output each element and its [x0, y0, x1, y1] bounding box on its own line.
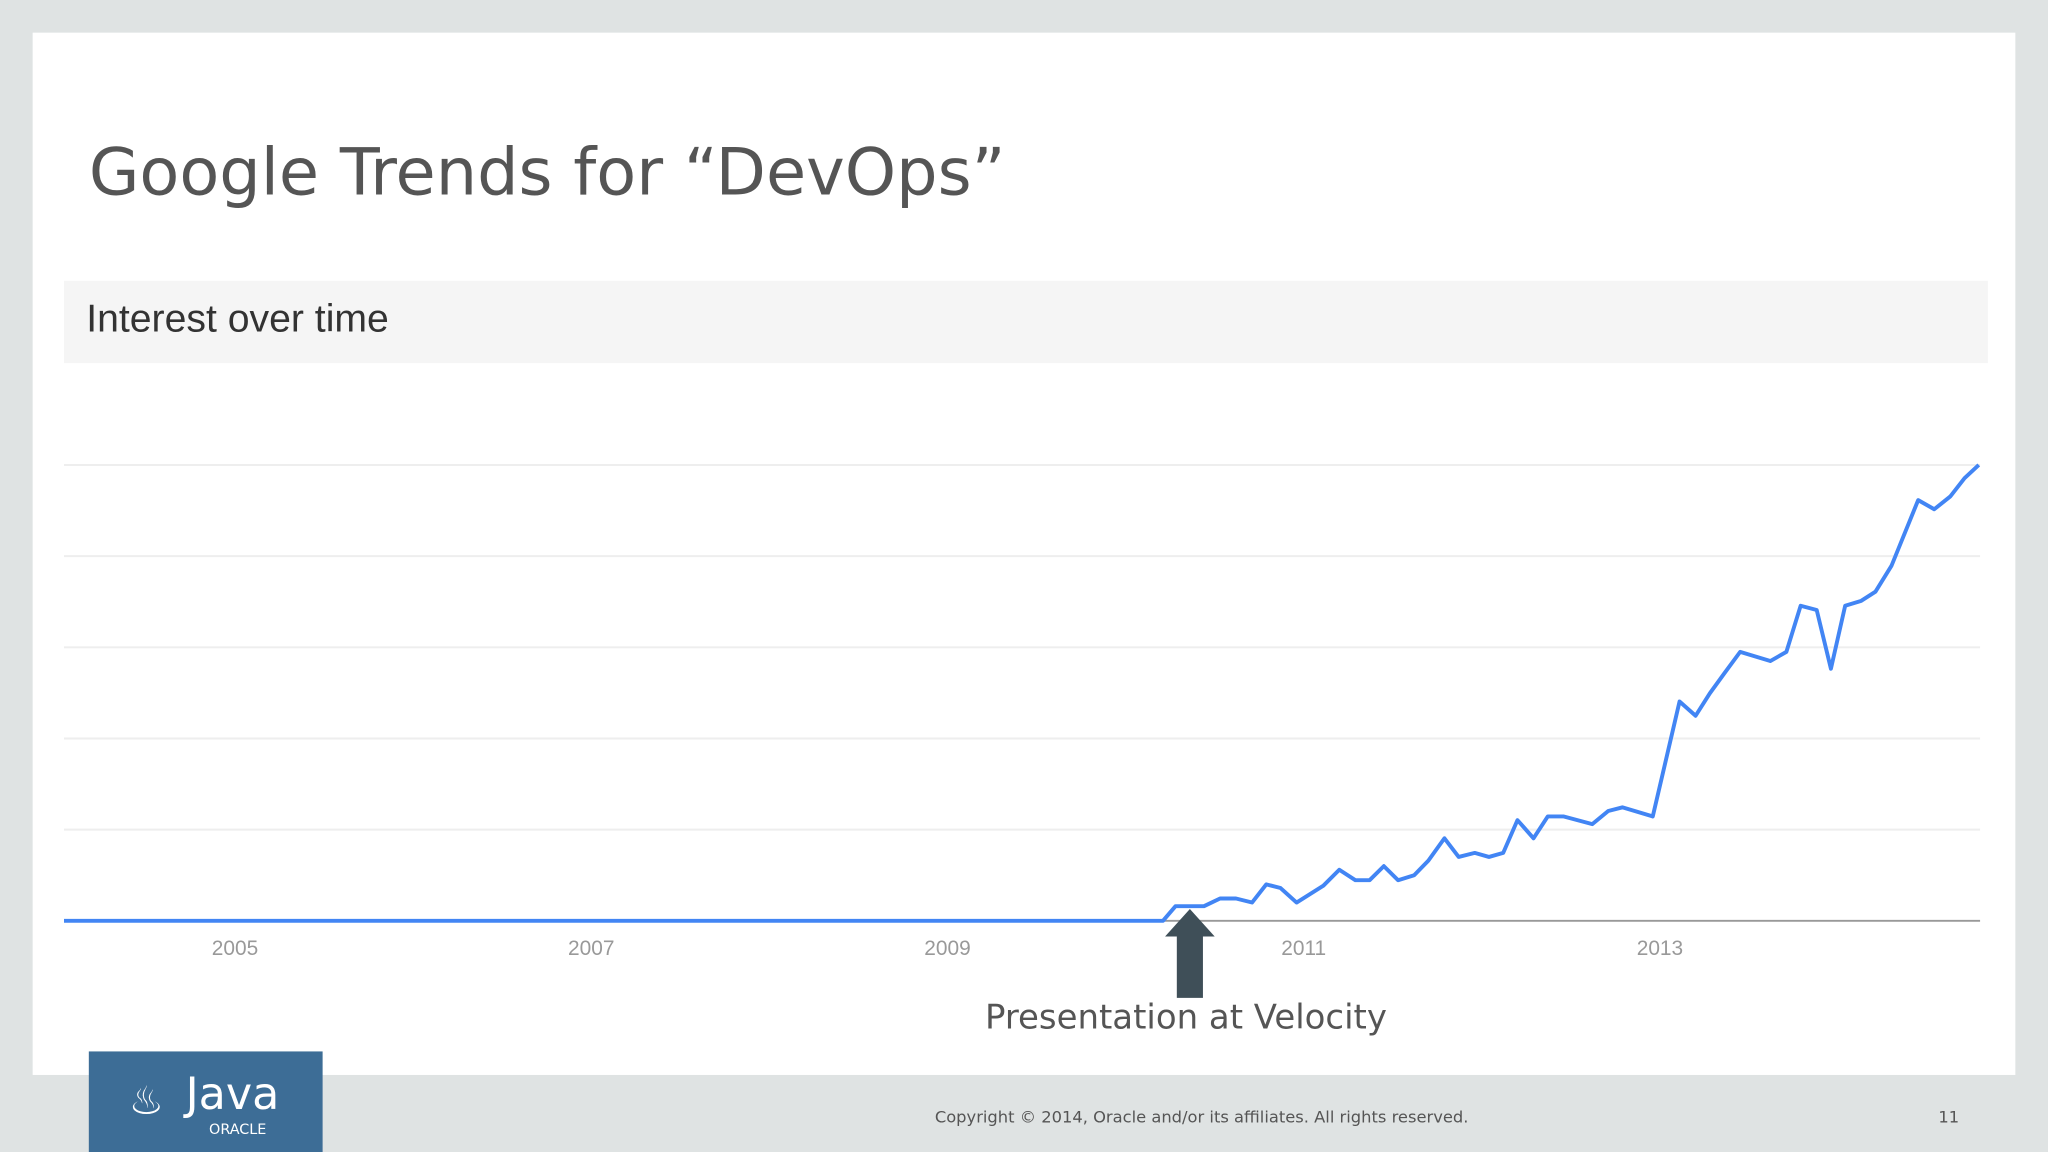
copyright: Copyright © 2014, Oracle and/or its affi… [935, 1108, 1469, 1127]
x-tick-label: 2013 [1637, 937, 1683, 960]
arrow-head [1165, 909, 1215, 937]
x-tick-label: 2007 [568, 937, 614, 960]
slide-title: Google Trends for “DevOps” [89, 134, 1006, 210]
arrow [1165, 909, 1215, 998]
logo-company: ORACLE [209, 1122, 266, 1138]
page-number: 11 [1938, 1108, 1959, 1127]
logo-box [88, 1051, 323, 1152]
trend-line [63, 463, 1981, 923]
chart-header [64, 280, 1988, 364]
logo-brand: Java [183, 1069, 280, 1120]
x-tick-label: 2009 [924, 937, 970, 960]
x-tick-label: 2005 [212, 937, 258, 960]
chart-title: Interest over time [86, 298, 389, 341]
annotation: Presentation at Velocity [985, 997, 1387, 1037]
logo-icon: ♨ [129, 1079, 164, 1124]
arrow-shaft [1176, 932, 1203, 998]
slide-panel [32, 32, 2016, 1075]
x-tick-label: 2011 [1281, 937, 1326, 960]
